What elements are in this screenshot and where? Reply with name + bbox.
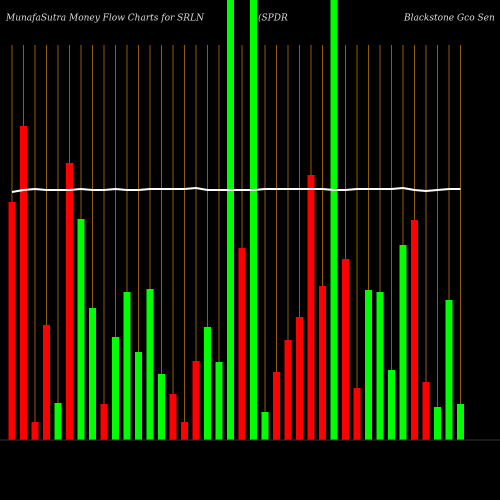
bar [192,361,200,440]
bar [135,352,142,440]
bar [227,0,234,440]
plot-area [8,0,464,440]
bar [204,327,211,440]
bar [445,300,453,440]
chart-title: MunafaSutra Money Flow Charts for SRLN [5,14,205,24]
bar [20,126,27,440]
bar [330,0,338,440]
bar [43,325,50,440]
line [11,186,461,193]
bar [215,362,223,440]
bar [123,292,131,440]
bar [100,404,108,440]
chart-title-right: Blackstone Gco Sen [403,14,495,24]
bar [399,245,407,440]
chart-subtitle: (SPDR [258,13,288,24]
bar [307,175,315,440]
bar [112,337,119,440]
bar [434,407,441,440]
bar [146,289,154,440]
bar [388,370,395,440]
bar [342,259,349,440]
bar [422,382,430,440]
bar [365,290,372,440]
bar [296,317,303,440]
bar [376,292,384,440]
bar [31,422,39,440]
bar [8,202,16,440]
bar [353,388,361,440]
bar [77,219,85,440]
bar [181,422,188,440]
bar [457,404,464,440]
bar [66,163,73,440]
bar [411,220,418,440]
bar [158,374,165,440]
bar [284,340,292,440]
bar [169,394,177,440]
bar [54,403,62,440]
bar [89,308,96,440]
bar [319,286,326,440]
bar [273,372,280,440]
bar [238,248,246,440]
bar [250,0,257,440]
bar [261,412,269,440]
